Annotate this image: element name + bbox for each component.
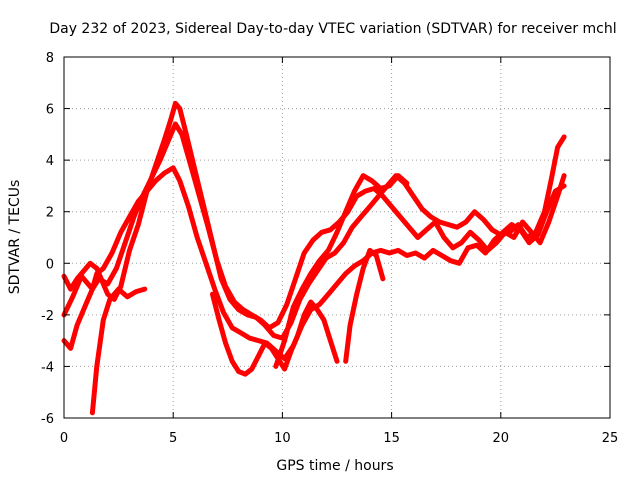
- x-tick-label: 0: [60, 431, 68, 446]
- plot-frame: [63, 56, 611, 419]
- chart-title: Day 232 of 2023, Sidereal Day-to-day VTE…: [49, 21, 616, 37]
- series-line-track-f: [273, 173, 410, 369]
- y-axis-label: SDTVAR / TECUs: [7, 180, 23, 295]
- series-layer: [61, 100, 567, 416]
- x-tick-label: 5: [169, 431, 177, 446]
- y-tick-label: -4: [41, 360, 54, 375]
- series-line-track-b: [61, 121, 567, 351]
- ticks: 0 5 10 15 20 25 -6 -4 -2 0 2 4 6 8: [41, 51, 618, 446]
- series-line-track-a: [61, 100, 567, 341]
- series-line-track-c: [61, 165, 567, 362]
- y-tick-label: -2: [41, 309, 54, 324]
- y-tick-label: 2: [46, 206, 54, 221]
- x-tick-label: 10: [274, 431, 291, 446]
- y-tick-label: 8: [46, 51, 54, 66]
- x-tick-label: 25: [602, 431, 619, 446]
- series-line-track-d: [89, 286, 148, 416]
- grid: [64, 57, 610, 418]
- y-tick-label: 4: [46, 154, 54, 169]
- x-tick-label: 15: [383, 431, 400, 446]
- y-tick-label: -6: [41, 412, 54, 427]
- x-tick-label: 20: [493, 431, 510, 446]
- y-tick-label: 6: [46, 103, 54, 118]
- x-axis-label: GPS time / hours: [276, 458, 393, 474]
- series-line-track-e: [210, 291, 340, 377]
- y-tick-label: 0: [46, 257, 54, 272]
- series-line-track-g: [343, 247, 386, 364]
